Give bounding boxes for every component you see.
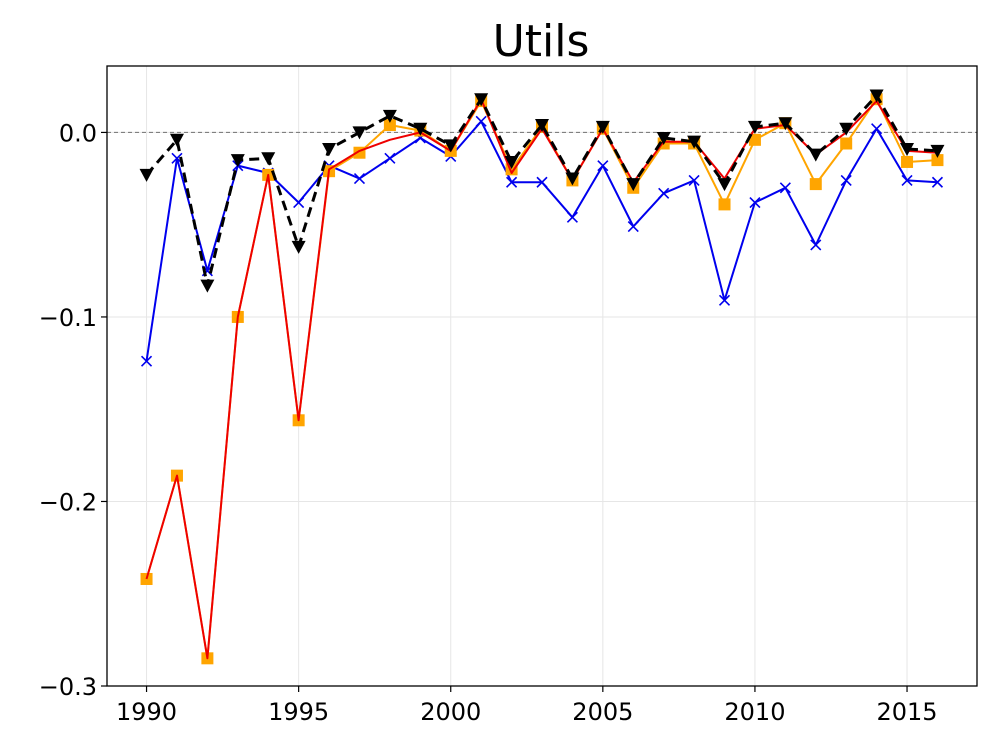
data-point	[839, 122, 854, 136]
data-point	[687, 135, 702, 149]
data-point	[749, 196, 761, 209]
data-point	[808, 148, 823, 162]
data-point	[566, 211, 578, 223]
x-axis: 1990 1995 2000 2005 2010 2015	[116, 686, 938, 726]
x-tick-label: 2005	[572, 698, 633, 726]
data-point	[869, 89, 884, 103]
data-point	[627, 220, 639, 233]
data-point	[688, 174, 700, 186]
data-point	[747, 120, 762, 134]
data-point	[597, 160, 609, 172]
series-line	[145, 94, 938, 288]
data-point	[322, 143, 337, 157]
data-point	[506, 176, 518, 188]
y-tick-label: −0.1	[39, 304, 97, 332]
data-point	[778, 117, 793, 131]
data-point	[718, 198, 731, 211]
data-point	[779, 182, 791, 194]
data-point	[901, 174, 913, 186]
data-point	[718, 294, 731, 306]
data-point	[293, 196, 305, 209]
data-point	[140, 355, 153, 367]
data-point	[353, 172, 366, 185]
data-point	[748, 133, 761, 146]
data-point	[931, 154, 944, 167]
data-point	[200, 279, 215, 293]
data-point	[809, 178, 822, 191]
data-point	[474, 93, 489, 107]
series-1	[140, 93, 944, 665]
data-point	[535, 119, 549, 133]
data-point	[169, 133, 184, 147]
data-point	[840, 174, 852, 186]
data-point	[656, 131, 671, 145]
data-point	[383, 119, 396, 132]
data-point	[900, 143, 915, 157]
x-tick-label: 1995	[268, 698, 329, 726]
data-point	[930, 144, 945, 158]
y-tick-label: −0.2	[39, 488, 97, 516]
data-point	[871, 123, 883, 135]
y-tick-label: 0.0	[59, 119, 97, 147]
data-point	[352, 126, 367, 140]
x-tick-label: 2015	[876, 698, 937, 726]
data-point	[475, 115, 487, 127]
x-tick-label: 1990	[116, 698, 177, 726]
data-point	[901, 155, 914, 168]
data-point	[413, 122, 428, 136]
data-point	[443, 139, 458, 153]
data-point	[840, 137, 853, 150]
data-point	[261, 152, 276, 166]
data-point	[230, 154, 245, 168]
series-layer	[139, 89, 945, 665]
x-tick-label: 2000	[420, 698, 481, 726]
data-point	[291, 240, 306, 254]
data-point	[504, 155, 519, 169]
data-point	[382, 109, 397, 123]
data-point	[139, 168, 154, 182]
data-point	[717, 178, 732, 192]
data-point	[536, 176, 548, 188]
data-point	[658, 187, 670, 199]
data-point	[595, 120, 610, 134]
data-point	[931, 176, 944, 188]
plot-frame	[106, 65, 978, 687]
x-tick-label: 2010	[724, 698, 785, 726]
data-point	[384, 152, 396, 164]
y-tick-label: −0.3	[39, 673, 97, 701]
series-3	[139, 89, 945, 293]
data-point	[565, 172, 580, 186]
series-0	[140, 115, 944, 367]
data-point	[810, 239, 822, 251]
chart-title: Utils	[493, 16, 590, 67]
data-point	[626, 178, 641, 192]
y-axis: 0.0 −0.1 −0.2 −0.3	[39, 119, 107, 701]
